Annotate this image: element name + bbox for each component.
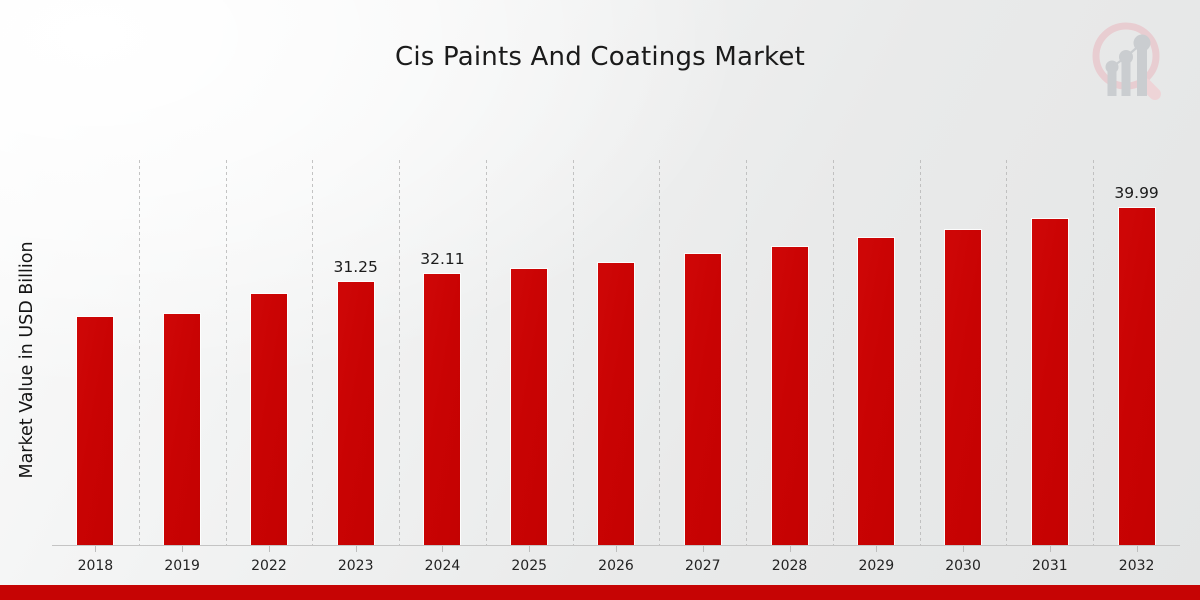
gridline [486, 160, 487, 545]
plot-area: 31.25 32.11 39.99 2018 2019 2022 2023 2024 2025… [52, 160, 1180, 574]
gridline [312, 160, 313, 545]
x-tick-2030 [963, 545, 964, 552]
bar-2026 [598, 262, 634, 545]
x-tick-2018 [95, 545, 96, 552]
bar-2029 [858, 238, 895, 545]
gridline [1093, 160, 1094, 545]
page-title: Cis Paints And Coatings Market [395, 42, 805, 72]
x-tick-2028 [790, 545, 791, 552]
bar-2027 [684, 253, 721, 545]
gridline [226, 160, 227, 545]
x-label-2031: 2031 [1032, 558, 1068, 574]
bar-2022 [250, 293, 287, 545]
bottom-accent-strip [0, 585, 1200, 600]
bar-2018 [77, 316, 114, 545]
x-label-2018: 2018 [77, 558, 114, 574]
bar-value-2023: 31.25 [333, 257, 378, 276]
x-tick-2029 [876, 545, 877, 552]
gridline [920, 160, 921, 545]
gridline [139, 160, 140, 545]
bar-2023 [337, 281, 374, 545]
y-axis-label: Market Value in USD Billion [17, 170, 37, 550]
bar-2025 [511, 268, 548, 545]
bar-2032 [1118, 208, 1155, 545]
x-label-2023: 2023 [337, 558, 374, 574]
x-tick-2022 [269, 545, 270, 552]
bar-2031 [1031, 218, 1068, 545]
bar-2028 [771, 246, 808, 545]
x-tick-2031 [1050, 545, 1051, 552]
x-label-2024: 2024 [424, 558, 461, 574]
x-tick-2027 [703, 545, 704, 552]
gridline [573, 160, 574, 545]
gridline [399, 160, 400, 545]
x-label-2029: 2029 [858, 558, 895, 574]
x-tick-2024 [442, 545, 443, 552]
bar-2024 [424, 274, 461, 545]
x-tick-2019 [182, 545, 183, 552]
x-label-2022: 2022 [251, 558, 287, 574]
gridline [1006, 160, 1007, 545]
x-tick-2023 [356, 545, 357, 552]
x-label-2019: 2019 [164, 558, 200, 574]
x-tick-2026 [616, 545, 617, 552]
bar-2019 [164, 313, 201, 545]
x-label-2025: 2025 [511, 558, 548, 574]
x-label-2028: 2028 [771, 558, 808, 574]
gridline [746, 160, 747, 545]
bar-value-2032: 39.99 [1114, 184, 1159, 203]
x-label-2027: 2027 [684, 558, 721, 574]
gridline [833, 160, 834, 545]
x-tick-2032 [1137, 545, 1138, 552]
y-axis-label-text: Market Value in USD Billion [16, 241, 37, 479]
gridline [659, 160, 660, 545]
bar-value-2024: 32.11 [420, 250, 465, 269]
bar-2030 [945, 229, 982, 545]
x-tick-2025 [529, 545, 530, 552]
x-label-2026: 2026 [598, 558, 634, 574]
x-label-2032: 2032 [1118, 558, 1155, 574]
x-axis-line [52, 545, 1180, 546]
magnifier-bar-chart-logo [1082, 14, 1178, 110]
x-label-2030: 2030 [945, 558, 981, 574]
